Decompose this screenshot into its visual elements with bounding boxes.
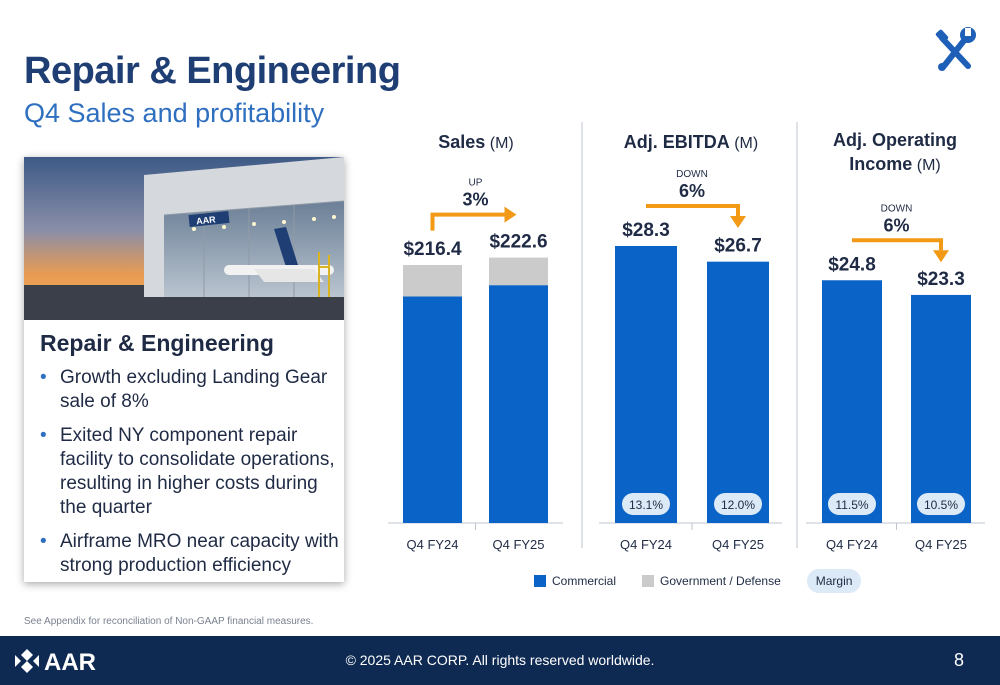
change-direction-label: DOWN [676, 169, 708, 180]
page-title: Repair & Engineering [24, 50, 401, 92]
aar-logo: AAR [15, 649, 96, 676]
chart-title: Income (M) [849, 154, 940, 174]
margin-label: 12.0% [721, 498, 755, 512]
change-arrow [430, 212, 507, 231]
legend-margin-pill: Margin [806, 569, 862, 593]
change-arrow [852, 238, 943, 251]
bar-total-label: $216.4 [403, 239, 462, 260]
margin-pill [622, 493, 670, 515]
legend-commercial-label: Commercial [552, 574, 617, 588]
bar-total-label: $26.7 [714, 236, 762, 257]
legend-government: Government / Defense [642, 574, 781, 588]
x-tick-label: Q4 FY24 [406, 537, 458, 552]
x-tick-label: Q4 FY24 [620, 537, 672, 552]
x-tick-label: Q4 FY25 [492, 537, 544, 552]
legend-government-label: Government / Defense [660, 574, 781, 588]
margin-pill [714, 493, 762, 515]
bar-commercial [911, 294, 971, 523]
bullet-dot: • [40, 425, 47, 446]
margin-label: 10.5% [924, 498, 958, 512]
margin-pill [917, 493, 965, 515]
x-tick-label: Q4 FY24 [826, 537, 878, 552]
bar-commercial [615, 246, 677, 523]
change-arrowhead [730, 216, 746, 228]
margin-label: 13.1% [629, 498, 663, 512]
page-number: 8 [953, 650, 964, 670]
legend-commercial: Commercial [534, 574, 616, 588]
copyright-text: © 2025 AAR CORP. All rights reserved wor… [345, 652, 655, 668]
bullet-text: Exited NY component repair facility to c… [60, 425, 335, 518]
card-heading: Repair & Engineering [40, 330, 274, 356]
margin-pill [828, 493, 876, 515]
legend-government-swatch [642, 575, 655, 587]
legend-commercial-swatch [534, 575, 546, 587]
x-tick-label: Q4 FY25 [712, 537, 764, 552]
legend-margin: Margin [806, 569, 862, 593]
change-direction-label: UP [469, 178, 483, 189]
change-pct-label: 6% [883, 215, 909, 235]
chart-legend: Commercial Government / Defense Margin [534, 568, 887, 594]
bar-government [489, 257, 548, 286]
bullet-item: • Exited NY component repair facility to … [40, 424, 340, 520]
photo-logo-text: AAR [196, 214, 217, 226]
bar-government [403, 265, 462, 297]
footer-logo-text: AAR [44, 649, 96, 676]
bar-commercial [822, 280, 882, 523]
bullet-text: Airframe MRO near capacity with strong p… [60, 531, 339, 576]
footnote: See Appendix for reconciliation of Non-G… [24, 616, 314, 627]
bullet-dot: • [40, 367, 47, 388]
footer-bar: AAR © 2025 AAR CORP. All rights reserved… [0, 636, 1000, 685]
wrench-screwdriver-icon [935, 27, 976, 71]
change-arrow [646, 204, 740, 216]
chart-title: Sales (M) [438, 132, 513, 152]
bullet-dot: • [40, 531, 47, 552]
bullet-item: • Airframe MRO near capacity with strong … [40, 530, 340, 578]
bar-total-label: $24.8 [828, 254, 876, 275]
margin-label: 11.5% [835, 498, 868, 512]
bar-total-label: $222.6 [489, 232, 547, 253]
bar-commercial [403, 296, 462, 523]
summary-card: AAR Repair & Engineering • Growth excludi… [24, 157, 344, 582]
change-pct-label: 3% [462, 190, 488, 210]
bullet-list: • Growth excluding Landing Gear sale of 8… [40, 366, 340, 588]
x-tick-label: Q4 FY25 [915, 537, 967, 552]
change-direction-label: DOWN [881, 203, 913, 214]
chart-title: Adj. EBITDA (M) [624, 132, 758, 152]
change-pct-label: 6% [679, 181, 705, 201]
financial-charts: Sales (M) $216.4 Q4 FY24 $222.6 Q4 FY25 UP3% A… [388, 122, 985, 552]
bullet-item: • Growth excluding Landing Gear sale of 8… [40, 366, 340, 414]
bullet-text: Growth excluding Landing Gear sale of 8% [60, 367, 328, 412]
change-arrowhead [504, 206, 517, 223]
page-subtitle: Q4 Sales and profitability [24, 98, 325, 128]
bar-total-label: $23.3 [917, 269, 965, 290]
bar-commercial [489, 285, 548, 523]
change-arrowhead [933, 250, 949, 263]
chart-title: Adj. Operating [833, 130, 957, 150]
bar-total-label: $28.3 [622, 220, 670, 241]
hangar-photo: AAR [24, 157, 344, 320]
bar-commercial [707, 261, 769, 523]
